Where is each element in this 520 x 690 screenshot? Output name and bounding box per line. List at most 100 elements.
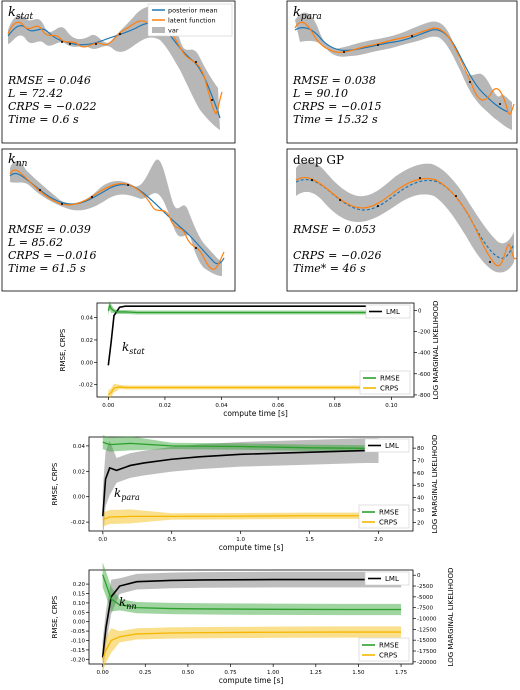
y-tick-label: -0.02 (79, 383, 93, 389)
panel-title: kpara (293, 5, 322, 22)
lml-line (101, 449, 379, 517)
y-tick-label: 0.04 (81, 316, 94, 322)
stat-line: RMSE = 0.038 (292, 74, 376, 87)
y2-tick-label: -600 (418, 372, 431, 378)
x-tick-label: 2.0 (374, 537, 383, 543)
panel-title: deep GP (293, 153, 344, 167)
stat-line: CRPS = −0.026 (293, 249, 382, 262)
y2-axis-label: LOG MARGINAL LIKELIHOOD (447, 568, 455, 667)
stat-line: CRPS = −0.022 (8, 100, 97, 113)
latent-function-line (294, 21, 515, 115)
panel-deepgp: deep GP RMSE = 0.053 CRPS = −0.026 Time*… (286, 148, 518, 292)
svg-text:var: var (168, 27, 179, 35)
y2-tick-label: 0 (417, 573, 421, 579)
y-tick-label: 0.00 (81, 360, 94, 366)
y2-tick-label: 80 (417, 446, 424, 452)
y-axis-label: RMSE, CRPS (51, 462, 59, 505)
x-axis-label: compute time [s] (223, 409, 288, 418)
panel-title: knn (8, 152, 28, 169)
stat-line: Time* = 46 s (293, 262, 366, 275)
legend-label: CRPS (380, 385, 399, 393)
legend-metrics: RMSE CRPS (358, 504, 410, 529)
chart-1: 0.0 0.5 1.0 1.5 2.0 -0.02 0.00 0.02 0.04 20 30 40 50… (51, 435, 439, 552)
y-tick-label: 0.04 (73, 444, 86, 450)
legend-lml: LML (365, 304, 411, 319)
x-tick-label: 0.00 (97, 670, 110, 676)
posterior-mean-line (295, 178, 515, 259)
y-tick-label: -0.02 (71, 520, 85, 526)
legend-label: RMSE (380, 375, 400, 383)
latent-function-line (9, 169, 225, 270)
x-tick-label: 0.10 (385, 403, 398, 409)
x-tick-label: 0.06 (272, 403, 285, 409)
lml-band (102, 438, 379, 544)
x-axis-label: compute time [s] (219, 676, 284, 685)
panel-kpara: kpara RMSE = 0.038 L = 90.10 CRPS = −0.0… (286, 0, 518, 144)
x-axis-label: compute time [s] (219, 543, 284, 552)
legend-metrics: RMSE CRPS (358, 637, 410, 662)
legend-label: LML (386, 308, 400, 316)
y-tick-label: 0.15 (73, 592, 86, 598)
chart-0: 0.00 0.02 0.04 0.06 0.08 0.10 -0.02 0.00 0.02 0.0… (59, 301, 440, 418)
y-axis-label: RMSE, CRPS (51, 595, 59, 638)
stat-line: Time = 61.5 s (8, 262, 86, 275)
stat-line: RMSE = 0.046 (7, 74, 91, 87)
observation-points (311, 177, 491, 263)
legend-box (364, 571, 410, 586)
legend-label: LML (385, 575, 399, 583)
legend-label: CRPS (379, 652, 398, 660)
rmse-band (108, 300, 383, 316)
crps-line (102, 515, 379, 521)
legend-box (364, 438, 410, 453)
var-band (10, 159, 222, 276)
y-tick-label: 0.00 (73, 620, 86, 626)
x-tick-label: 1.50 (352, 670, 365, 676)
x-tick-label: 0.00 (102, 403, 115, 409)
svg-text:latent function: latent function (168, 17, 216, 25)
x-tick-label: 1.00 (267, 670, 280, 676)
x-tick-label: 1.5 (305, 537, 314, 543)
x-tick-label: 1.0 (236, 537, 245, 543)
stat-line: L = 90.10 (292, 87, 348, 100)
rmse-line (107, 303, 383, 314)
x-tick-label: 0.04 (215, 403, 228, 409)
y-tick-label: 0.02 (81, 338, 93, 344)
y2-tick-label: -400 (418, 351, 431, 357)
y2-tick-label: -12500 (417, 627, 437, 633)
stat-line: RMSE = 0.039 (7, 223, 91, 236)
chart-2: 0.00 0.25 0.50 0.75 1.00 1.25 1.50 1.75 -0.20 -0.… (51, 562, 455, 685)
legend-lml: LML (364, 571, 410, 586)
y-tick-label: 0.02 (73, 469, 85, 475)
y-tick-label: -0.20 (71, 657, 86, 663)
crps-line (107, 386, 383, 396)
y2-tick-label: -5000 (417, 595, 433, 601)
kernel-annotation: knn (119, 595, 137, 611)
y-tick-label: 0.00 (73, 495, 86, 501)
stat-line: Time = 15.32 s (293, 113, 378, 126)
svg-text:posterior mean: posterior mean (168, 7, 218, 15)
y2-tick-label: 60 (417, 471, 424, 477)
y2-tick-label: -15000 (417, 638, 437, 644)
panel-title: kstat (8, 5, 33, 22)
y2-tick-label: 50 (417, 483, 424, 489)
stat-line: RMSE = 0.053 (292, 223, 376, 236)
legend-metrics: RMSE CRPS (359, 370, 411, 395)
lml-line (101, 578, 402, 658)
legend-label: LML (385, 442, 399, 450)
legend-box (365, 304, 411, 319)
legend-label: RMSE (379, 642, 399, 650)
crps-band (102, 509, 379, 527)
y-tick-label: 0.10 (73, 601, 86, 607)
kernel-annotation: kpara (114, 486, 140, 502)
crps-line (102, 631, 402, 660)
posterior-mean-line (294, 27, 509, 113)
y2-tick-label: -800 (418, 393, 431, 399)
x-tick-label: 0.25 (139, 670, 152, 676)
legend-label: RMSE (379, 509, 399, 517)
x-tick-label: 0.08 (329, 403, 342, 409)
y2-tick-label: 30 (417, 508, 424, 514)
observation-points (39, 184, 197, 249)
legend-lml: LML (364, 438, 410, 453)
x-tick-label: 0.50 (182, 670, 195, 676)
stat-line: CRPS = −0.015 (293, 100, 382, 113)
